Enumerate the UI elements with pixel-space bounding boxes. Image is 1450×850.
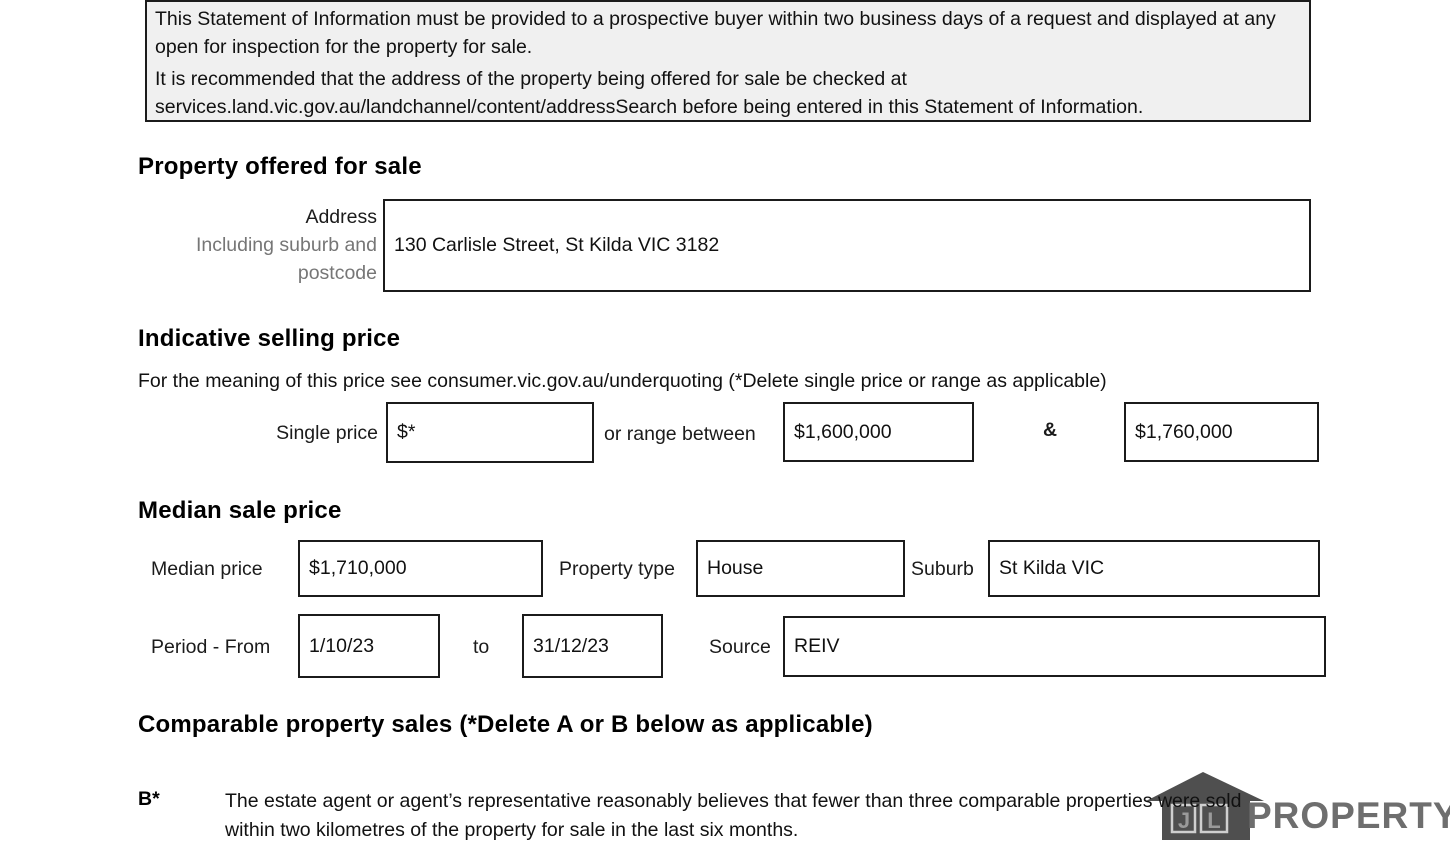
comparable-section-heading: Comparable property sales (*Delete A or … <box>138 711 873 738</box>
range-from-field[interactable]: $1,600,000 <box>783 402 974 462</box>
median-section-heading: Median sale price <box>138 497 342 524</box>
single-price-value: $* <box>397 421 416 443</box>
median-price-label: Median price <box>151 558 263 580</box>
logo-letter-l: L <box>1207 808 1220 833</box>
property-type-field[interactable]: House <box>696 540 905 597</box>
option-b-label: B* <box>138 788 160 810</box>
logo-letter-j: J <box>1178 808 1190 833</box>
option-b-text: The estate agent or agent’s representati… <box>225 790 1242 841</box>
source-field[interactable]: REIV <box>783 616 1326 677</box>
period-to-field[interactable]: 31/12/23 <box>522 614 663 678</box>
suburb-value: St Kilda VIC <box>999 557 1105 579</box>
source-label: Source <box>709 636 771 658</box>
period-to-label: to <box>473 636 490 658</box>
period-from-value: 1/10/23 <box>309 634 375 657</box>
ampersand-label: & <box>1043 419 1058 441</box>
single-price-label: Single price <box>276 422 378 444</box>
house-roof-shape <box>1146 772 1264 801</box>
property-section-heading: Property offered for sale <box>138 153 422 180</box>
range-to-field[interactable]: $1,760,000 <box>1124 402 1319 462</box>
address-label: Address <box>305 206 377 228</box>
notice-paragraph-1: This Statement of Information must be pr… <box>155 8 1276 58</box>
letter-l-frame <box>1199 803 1229 834</box>
notice-box: This Statement of Information must be pr… <box>145 0 1311 122</box>
indicative-note: For the meaning of this price see consum… <box>138 370 1107 392</box>
period-from-field[interactable]: 1/10/23 <box>298 614 440 678</box>
single-price-field[interactable]: $* <box>386 402 594 463</box>
letter-j-frame <box>1170 803 1197 834</box>
suburb-field[interactable]: St Kilda VIC <box>988 540 1320 597</box>
address-label-block: Address Including suburb and postcode <box>138 203 377 287</box>
address-field[interactable]: 130 Carlisle Street, St Kilda VIC 3182 <box>383 199 1311 292</box>
range-between-label: or range between <box>604 423 756 445</box>
range-to-value: $1,760,000 <box>1135 420 1233 443</box>
median-price-value: $1,710,000 <box>309 557 407 579</box>
range-from-value: $1,600,000 <box>794 420 892 443</box>
period-from-label: Period - From <box>151 636 271 658</box>
source-value: REIV <box>794 635 840 657</box>
period-to-value: 31/12/23 <box>533 634 609 657</box>
logo-wordmark: PROPERTY <box>1247 795 1450 836</box>
suburb-label: Suburb <box>911 558 974 580</box>
address-sublabel: Including suburb and postcode <box>195 234 377 284</box>
median-price-field[interactable]: $1,710,000 <box>298 540 543 597</box>
property-type-value: House <box>707 557 764 579</box>
property-type-label: Property type <box>559 558 675 580</box>
house-logo-icon: J L <box>1146 772 1264 840</box>
address-value: 130 Carlisle Street, St Kilda VIC 3182 <box>394 234 720 256</box>
indicative-section-heading: Indicative selling price <box>138 325 401 352</box>
notice-paragraph-2: It is recommended that the address of th… <box>155 68 1144 118</box>
